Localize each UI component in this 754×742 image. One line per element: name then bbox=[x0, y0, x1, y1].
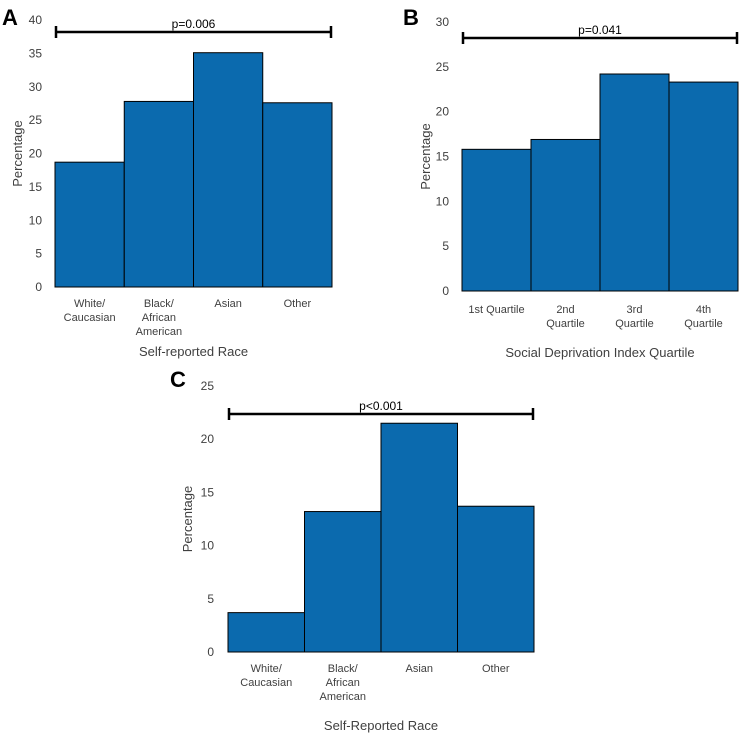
panel-a: A 0 5 10 15 20 25 30 35 40 White/Caucasian Black/A… bbox=[2, 5, 333, 359]
p-value-label: p=0.041 bbox=[578, 23, 622, 37]
y-tick-label: 40 bbox=[29, 13, 43, 27]
y-tick-label: 20 bbox=[201, 432, 215, 446]
y-tick-label: 0 bbox=[442, 284, 449, 298]
x-axis-title: Social Deprivation Index Quartile bbox=[505, 345, 694, 360]
p-value-label: p<0.001 bbox=[359, 399, 403, 413]
y-tick-label: 30 bbox=[29, 80, 43, 94]
y-tick-label: 25 bbox=[201, 379, 215, 393]
panel-letter: A bbox=[2, 5, 18, 30]
panel-b: B 0 5 10 15 20 25 30 1st Quartile 2nd Quartile 3rd… bbox=[403, 5, 739, 360]
bar bbox=[380, 422, 458, 653]
x-category-label: 4th Quartile bbox=[684, 304, 723, 330]
bar bbox=[530, 138, 601, 292]
y-tick-label: 10 bbox=[436, 194, 450, 208]
panel-letter: C bbox=[170, 367, 186, 392]
y-tick-label: 5 bbox=[35, 247, 42, 261]
bar bbox=[668, 81, 739, 292]
bar bbox=[457, 505, 535, 653]
y-axis-title: Percentage bbox=[10, 120, 25, 187]
x-category-label: Other bbox=[482, 663, 510, 675]
bar bbox=[262, 102, 333, 288]
y-tick-label: 5 bbox=[442, 239, 449, 253]
bar bbox=[54, 161, 125, 288]
bar bbox=[193, 52, 264, 288]
y-tick-label: 25 bbox=[29, 113, 43, 127]
x-category-label: 2nd Quartile bbox=[546, 304, 585, 330]
y-tick-label: 15 bbox=[201, 485, 215, 499]
x-category-label: Other bbox=[284, 298, 312, 310]
bar bbox=[599, 73, 670, 292]
bar bbox=[227, 612, 305, 653]
y-tick-label: 20 bbox=[29, 147, 43, 161]
x-category-label: White/Caucasian bbox=[240, 663, 292, 689]
y-axis-title: Percentage bbox=[418, 123, 433, 190]
x-category-label: Asian bbox=[214, 298, 242, 310]
bar bbox=[123, 100, 194, 288]
panel-letter: B bbox=[403, 5, 419, 30]
panel-c: C 0 5 10 15 20 25 White/Caucasian Black/African… bbox=[170, 367, 535, 733]
y-tick-label: 30 bbox=[436, 15, 450, 29]
y-tick-label: 5 bbox=[207, 592, 214, 606]
y-tick-label: 35 bbox=[29, 46, 43, 60]
y-tick-label: 0 bbox=[207, 645, 214, 659]
bar bbox=[461, 148, 532, 292]
y-tick-label: 10 bbox=[201, 539, 215, 553]
x-category-label: Black/African American bbox=[320, 663, 366, 703]
x-axis-title: Self-Reported Race bbox=[324, 718, 438, 733]
x-axis-title: Self-reported Race bbox=[139, 344, 248, 359]
bar bbox=[304, 511, 382, 653]
x-category-label: 1st Quartile bbox=[468, 304, 524, 316]
x-category-label: Asian bbox=[405, 663, 433, 675]
y-tick-label: 20 bbox=[436, 105, 450, 119]
x-category-label: 3rd Quartile bbox=[615, 304, 654, 330]
x-category-label: White/Caucasian bbox=[64, 298, 116, 324]
y-tick-label: 10 bbox=[29, 213, 43, 227]
y-tick-label: 25 bbox=[436, 60, 450, 74]
x-category-label: Black/African American bbox=[136, 298, 182, 338]
y-tick-label: 15 bbox=[29, 180, 43, 194]
p-value-label: p=0.006 bbox=[172, 17, 216, 31]
y-tick-label: 0 bbox=[35, 280, 42, 294]
y-tick-label: 15 bbox=[436, 150, 450, 164]
y-axis-title: Percentage bbox=[180, 486, 195, 553]
